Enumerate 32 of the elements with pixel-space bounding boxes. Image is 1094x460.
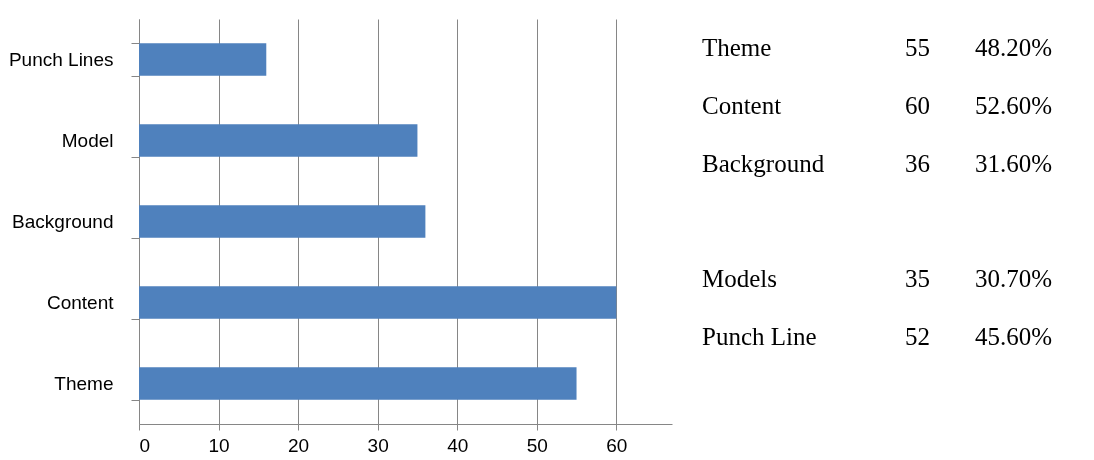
text: 35 xyxy=(905,265,930,293)
bar xyxy=(139,124,418,157)
text: Theme xyxy=(702,33,772,61)
x-tick-label: 10 xyxy=(208,434,230,456)
bar xyxy=(139,367,577,400)
text: Background xyxy=(702,149,825,177)
x-tick-label: 20 xyxy=(288,434,310,456)
text: 45.60% xyxy=(974,323,1052,351)
bar xyxy=(139,43,267,76)
text: 36 xyxy=(905,149,930,177)
x-tick-label: 0 xyxy=(139,434,151,456)
y-tick-label: Punch Lines xyxy=(8,49,114,70)
y-tick-label: Model xyxy=(61,130,114,151)
y-tick-label: Background xyxy=(12,211,114,232)
text: Content xyxy=(702,91,782,119)
text: 60 xyxy=(905,91,930,119)
text: 31.60% xyxy=(974,149,1052,177)
text: Models xyxy=(702,265,777,293)
y-tick-label: Theme xyxy=(54,373,114,394)
bar xyxy=(139,286,617,319)
bar xyxy=(139,205,426,238)
x-tick-label: 40 xyxy=(447,434,469,456)
y-tick-label: Content xyxy=(46,292,115,313)
text: 48.20% xyxy=(974,33,1052,61)
text: Punch Line xyxy=(702,323,817,351)
x-tick-label: 50 xyxy=(526,434,548,456)
text: 55 xyxy=(905,33,930,61)
x-tick-label: 60 xyxy=(606,434,628,456)
text: 52.60% xyxy=(974,91,1052,119)
x-tick-label: 30 xyxy=(367,434,389,456)
text: 30.70% xyxy=(974,265,1052,293)
text: 52 xyxy=(905,323,930,351)
